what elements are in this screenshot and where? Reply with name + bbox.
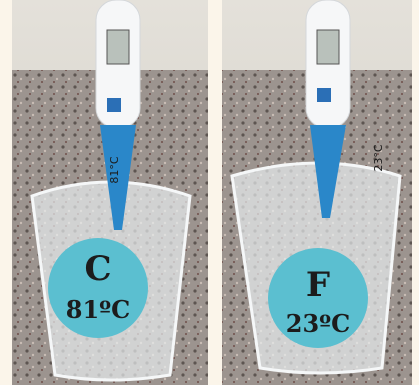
photo-comparison: 81°C C 81ºC 23°C F 23ºC [0, 0, 419, 385]
thermometer-reading: 23°C [372, 144, 385, 171]
left-photo [12, 0, 208, 385]
scale-letter: F [306, 265, 330, 305]
scale-letter: C [84, 249, 111, 289]
temperature: 23ºC [286, 309, 351, 338]
temperature: 81ºC [66, 295, 131, 324]
thermometer-reading: 81°C [108, 156, 121, 183]
